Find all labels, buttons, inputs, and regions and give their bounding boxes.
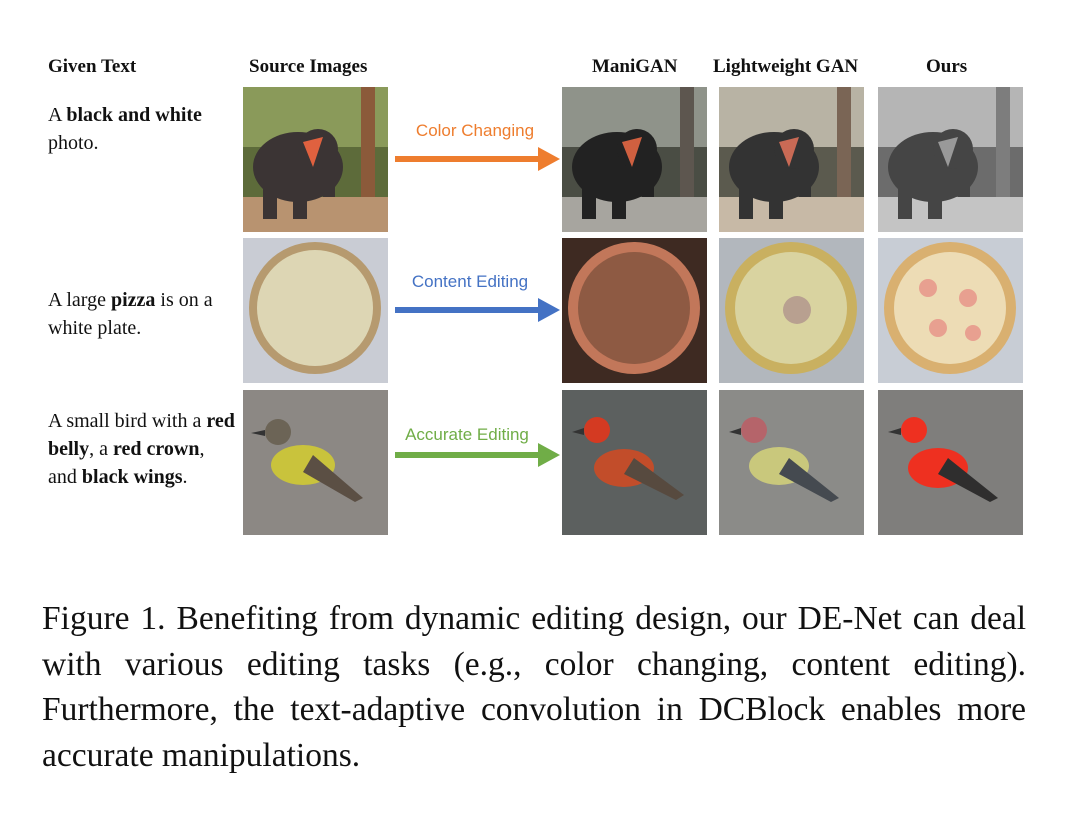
given-text-segment: photo.: [48, 132, 99, 154]
arrow-label-content-editing: Content Editing: [370, 272, 570, 292]
manigan-image-bird: [562, 390, 707, 535]
figure-caption: Figure 1. Benefiting from dynamic editin…: [42, 596, 1026, 778]
header-given-text: Given Text: [48, 56, 136, 78]
source-image-pizza: [243, 238, 388, 383]
given-text-segment: A small bird with a: [48, 410, 206, 432]
manigan-image-pizza: [562, 238, 707, 383]
arrow-accurate-editing: [395, 443, 560, 467]
manigan-image-elephant: [562, 87, 707, 232]
lightweight-gan-image-elephant: [719, 87, 864, 232]
source-image-elephant: [243, 87, 388, 232]
given-text-segment: .: [182, 466, 187, 488]
given-text-segment: red crown: [113, 438, 199, 460]
source-image-bird: [243, 390, 388, 535]
lightweight-gan-image-bird: [719, 390, 864, 535]
given-text-segment: black wings: [82, 466, 183, 488]
header-manigan: ManiGAN: [592, 56, 678, 78]
given-text-row-3: A small bird with a red belly, a red cro…: [48, 407, 238, 491]
given-text-row-2: A large pizza is on a white plate.: [48, 286, 238, 342]
given-text-segment: , a: [89, 438, 113, 460]
arrow-label-color-changing: Color Changing: [375, 121, 575, 141]
ours-image-pizza: [878, 238, 1023, 383]
header-ours: Ours: [926, 56, 967, 78]
header-source-images: Source Images: [249, 56, 367, 78]
given-text-segment: A: [48, 104, 66, 126]
header-lightweight-gan: Lightweight GAN: [713, 56, 858, 78]
given-text-segment: black and white: [66, 104, 202, 126]
arrow-label-accurate-editing: Accurate Editing: [367, 425, 567, 445]
given-text-segment: A large: [48, 289, 111, 311]
arrow-content-editing: [395, 298, 560, 322]
lightweight-gan-image-pizza: [719, 238, 864, 383]
given-text-row-1: A black and white photo.: [48, 101, 238, 157]
ours-image-elephant: [878, 87, 1023, 232]
given-text-segment: pizza: [111, 289, 155, 311]
arrow-color-changing: [395, 147, 560, 171]
ours-image-bird: [878, 390, 1023, 535]
